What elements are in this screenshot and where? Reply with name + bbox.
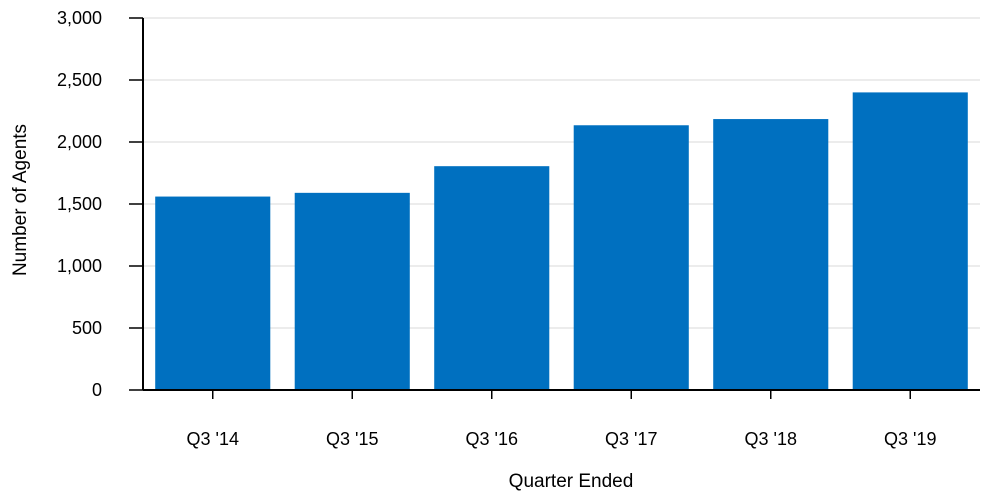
bar: [294, 192, 410, 390]
y-tick-label: 1,500: [57, 194, 102, 214]
x-tick-label: Q3 '16: [466, 429, 518, 449]
y-tick-label: 0: [92, 380, 102, 400]
y-tick-label: 2,000: [57, 132, 102, 152]
y-tick-label: 2,500: [57, 70, 102, 90]
grid-lines: [143, 17, 980, 329]
x-tick-label: Q3 '17: [605, 429, 657, 449]
y-axis-title: Number of Agents: [10, 124, 31, 276]
bar: [573, 125, 689, 390]
bar: [852, 92, 968, 391]
y-tick-label: 1,000: [57, 256, 102, 276]
bar: [434, 166, 550, 390]
x-tick-label: Q3 '15: [326, 429, 378, 449]
bar: [155, 196, 271, 390]
y-tick-labels: 0 500 1,000 1,500 2,000 2,500 3,000: [57, 8, 143, 400]
x-tick-label: Q3 '14: [187, 429, 239, 449]
y-tick-label: 3,000: [57, 8, 102, 28]
x-tick-label: Q3 '19: [884, 429, 936, 449]
y-tick-label: 500: [72, 318, 102, 338]
x-tick-label: Q3 '18: [745, 429, 797, 449]
x-axis-title: Quarter Ended: [509, 471, 634, 492]
bars: [155, 92, 968, 391]
bar: [713, 119, 829, 390]
x-tick-labels: Q3 '14 Q3 '15 Q3 '16 Q3 '17 Q3 '18 Q3 '19: [187, 390, 936, 449]
